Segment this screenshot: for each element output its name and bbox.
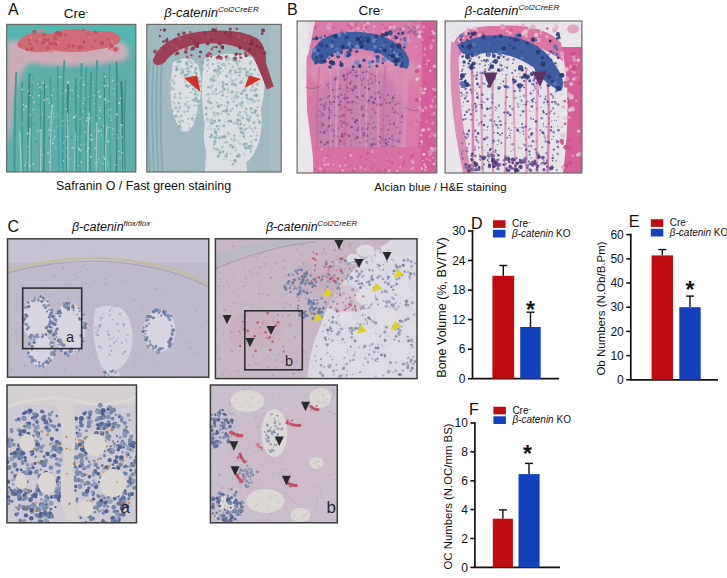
svg-text:10: 10 <box>455 416 469 430</box>
svg-text:4: 4 <box>461 503 468 517</box>
svg-text:Cre-: Cre- <box>359 3 384 18</box>
svg-text:OC Numbers (N.OC/mm BS): OC Numbers (N.OC/mm BS) <box>442 423 454 569</box>
svg-text:0: 0 <box>459 372 466 386</box>
svg-text:Safranin O / Fast green staini: Safranin O / Fast green staining <box>56 179 231 193</box>
svg-text:Ob Numbers (N.Ob/B.Pm): Ob Numbers (N.Ob/B.Pm) <box>595 241 607 375</box>
svg-text:8: 8 <box>461 445 468 459</box>
svg-text:30: 30 <box>452 224 466 238</box>
svg-text:2: 2 <box>461 532 468 546</box>
svg-text:C: C <box>7 218 19 235</box>
svg-text:20: 20 <box>610 325 624 339</box>
svg-text:*: * <box>526 297 535 323</box>
svg-text:*: * <box>686 277 695 303</box>
svg-text:60: 60 <box>610 228 624 242</box>
svg-text:Alcian blue / H&E staining: Alcian blue / H&E staining <box>374 181 506 193</box>
svg-text:10: 10 <box>610 349 624 363</box>
svg-text:24: 24 <box>452 254 466 268</box>
svg-text:18: 18 <box>452 283 466 297</box>
svg-text:Cre-: Cre- <box>64 6 89 21</box>
svg-text:6: 6 <box>459 342 466 356</box>
svg-text:50: 50 <box>610 252 624 266</box>
svg-text:B: B <box>287 1 298 18</box>
svg-text:40: 40 <box>610 276 624 290</box>
svg-text:0: 0 <box>617 373 624 387</box>
svg-text:β-catenin KO: β-catenin KO <box>669 227 727 238</box>
svg-text:12: 12 <box>452 313 466 327</box>
svg-text:Bone Volume (%, BV/TV): Bone Volume (%, BV/TV) <box>435 237 449 377</box>
svg-text:*: * <box>523 441 532 467</box>
svg-text:0: 0 <box>461 561 468 575</box>
svg-text:β-catenin KO: β-catenin KO <box>511 414 571 425</box>
svg-text:A: A <box>8 1 19 18</box>
svg-text:F: F <box>469 401 479 418</box>
svg-text:D: D <box>471 215 483 232</box>
svg-text:6: 6 <box>461 474 468 488</box>
svg-text:30: 30 <box>610 300 624 314</box>
svg-text:β-catenin KO: β-catenin KO <box>511 228 571 239</box>
svg-text:E: E <box>629 213 640 230</box>
